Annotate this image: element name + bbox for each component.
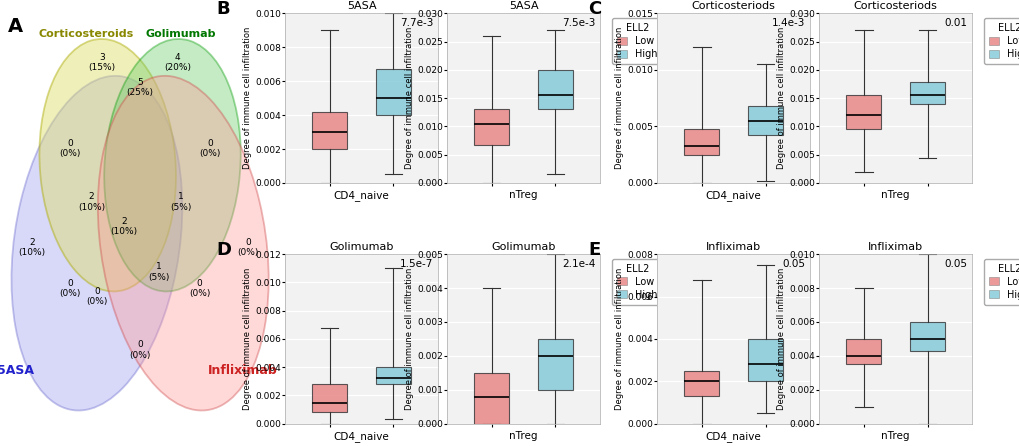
Y-axis label: Degree of immune cell infiltration: Degree of immune cell infiltration	[243, 268, 252, 410]
PathPatch shape	[684, 371, 718, 396]
Text: 3
(15%): 3 (15%)	[89, 53, 116, 72]
Title: 5ASA: 5ASA	[346, 1, 376, 11]
Text: 0
(0%): 0 (0%)	[59, 279, 81, 298]
Text: Infliximab: Infliximab	[208, 364, 277, 377]
Text: 0.05: 0.05	[944, 259, 967, 269]
Text: 1.4e-3: 1.4e-3	[771, 18, 805, 29]
Text: 0
(0%): 0 (0%)	[237, 238, 259, 257]
PathPatch shape	[376, 367, 411, 384]
Text: B: B	[216, 0, 229, 18]
Text: 2
(10%): 2 (10%)	[110, 217, 138, 236]
Text: 7.5e-3: 7.5e-3	[561, 18, 595, 29]
PathPatch shape	[312, 384, 346, 413]
Y-axis label: Degree of immune cell infiltration: Degree of immune cell infiltration	[614, 27, 624, 169]
PathPatch shape	[376, 69, 411, 115]
Text: 2
(10%): 2 (10%)	[77, 192, 105, 212]
Legend: Low, High: Low, High	[983, 259, 1019, 305]
Title: Corticosteriods: Corticosteriods	[853, 1, 936, 11]
Title: Infliximab: Infliximab	[867, 242, 922, 252]
X-axis label: CD4_naive: CD4_naive	[333, 190, 389, 201]
Legend: Low, High: Low, High	[611, 259, 661, 305]
PathPatch shape	[312, 112, 346, 149]
X-axis label: nTreg: nTreg	[508, 431, 537, 441]
Text: C: C	[588, 0, 601, 18]
Y-axis label: Degree of immune cell infiltration: Degree of immune cell infiltration	[405, 268, 414, 410]
PathPatch shape	[909, 83, 945, 104]
Text: D: D	[216, 240, 231, 259]
Text: 0.05: 0.05	[782, 259, 805, 269]
Text: Golimumab: Golimumab	[145, 29, 216, 39]
Text: 2.1e-4: 2.1e-4	[561, 259, 595, 269]
Text: 5ASA: 5ASA	[0, 364, 35, 377]
Text: 0
(0%): 0 (0%)	[200, 139, 221, 158]
Ellipse shape	[104, 39, 240, 291]
Ellipse shape	[40, 39, 175, 291]
Y-axis label: Degree of immune cell infiltration: Degree of immune cell infiltration	[776, 268, 786, 410]
PathPatch shape	[909, 322, 945, 351]
X-axis label: CD4_naive: CD4_naive	[705, 431, 761, 442]
PathPatch shape	[474, 109, 508, 145]
PathPatch shape	[846, 95, 880, 129]
Y-axis label: Degree of immune cell infiltration: Degree of immune cell infiltration	[614, 268, 624, 410]
Legend: Low, High: Low, High	[611, 18, 661, 64]
Title: Infliximab: Infliximab	[705, 242, 760, 252]
X-axis label: CD4_naive: CD4_naive	[333, 431, 389, 442]
Text: 2
(10%): 2 (10%)	[18, 238, 46, 257]
PathPatch shape	[747, 106, 783, 136]
PathPatch shape	[846, 339, 880, 364]
Ellipse shape	[11, 76, 182, 410]
Text: 0
(0%): 0 (0%)	[189, 279, 210, 298]
X-axis label: nTreg: nTreg	[508, 190, 537, 200]
Y-axis label: Degree of immune cell infiltration: Degree of immune cell infiltration	[405, 27, 414, 169]
Y-axis label: Degree of immune cell infiltration: Degree of immune cell infiltration	[776, 27, 786, 169]
Text: 1
(5%): 1 (5%)	[148, 262, 169, 281]
Text: 7.7e-3: 7.7e-3	[399, 18, 433, 29]
Text: A: A	[8, 17, 22, 37]
PathPatch shape	[537, 339, 573, 390]
Text: Corticosteroids: Corticosteroids	[39, 29, 133, 39]
Title: Golimumab: Golimumab	[329, 242, 393, 252]
Text: 0.01: 0.01	[944, 18, 967, 29]
X-axis label: nTreg: nTreg	[880, 431, 909, 441]
Text: 1
(5%): 1 (5%)	[170, 192, 192, 212]
Text: 0
(0%): 0 (0%)	[129, 340, 151, 359]
PathPatch shape	[684, 129, 718, 155]
Legend: Low, High: Low, High	[983, 18, 1019, 64]
Text: 0
(0%): 0 (0%)	[87, 287, 107, 306]
PathPatch shape	[474, 373, 508, 424]
PathPatch shape	[747, 339, 783, 381]
Title: Golimumab: Golimumab	[491, 242, 555, 252]
Text: 0
(0%): 0 (0%)	[59, 139, 81, 158]
Text: 5
(25%): 5 (25%)	[126, 78, 154, 97]
Text: E: E	[588, 240, 600, 259]
Title: Corticosteriods: Corticosteriods	[691, 1, 774, 11]
PathPatch shape	[537, 70, 573, 109]
Y-axis label: Degree of immune cell infiltration: Degree of immune cell infiltration	[243, 27, 252, 169]
Text: 1.5e-7: 1.5e-7	[399, 259, 433, 269]
Text: 4
(20%): 4 (20%)	[164, 53, 192, 72]
X-axis label: CD4_naive: CD4_naive	[705, 190, 761, 201]
X-axis label: nTreg: nTreg	[880, 190, 909, 200]
Title: 5ASA: 5ASA	[508, 1, 538, 11]
Ellipse shape	[98, 76, 268, 410]
